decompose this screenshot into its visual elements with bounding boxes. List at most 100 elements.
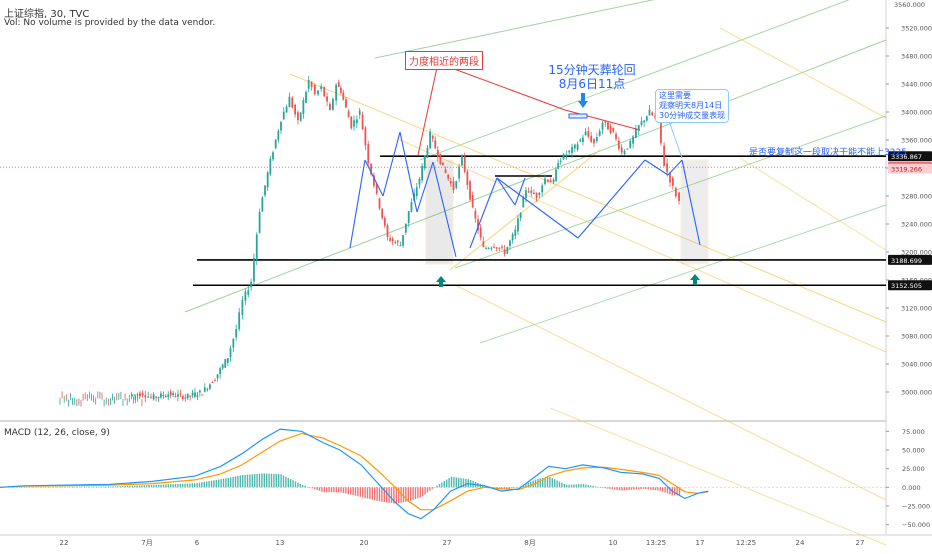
macd-histogram-bar (201, 482, 203, 488)
macd-histogram-bar (59, 486, 61, 488)
macd-histogram-bar (66, 486, 69, 488)
candle-body (612, 127, 615, 132)
macd-histogram-bar (450, 476, 453, 488)
macd-histogram-bar (563, 483, 565, 488)
macd-histogram-bar (326, 487, 328, 493)
macd-histogram-bar (436, 485, 438, 488)
macd-histogram-bar (28, 486, 30, 488)
observe-annotation: 这里需要 观察明天8月14日 30分钟成交量表现 (655, 89, 730, 123)
candle-body (179, 393, 182, 395)
candle-body (157, 396, 160, 398)
macd-histogram-bar (244, 474, 246, 488)
candle-body (587, 131, 590, 137)
macd-histogram-bar (352, 487, 354, 496)
time-axis-label: 27 (443, 539, 452, 547)
price-axis-label: 3400.000 (901, 109, 932, 117)
time-axis-label: 10 (609, 539, 618, 547)
macd-histogram-bar (316, 487, 318, 491)
candle-body (389, 238, 392, 241)
macd-histogram-bar (599, 487, 601, 488)
candle-body (584, 131, 587, 135)
candle-body (615, 134, 617, 139)
candle-body (399, 245, 402, 247)
macd-histogram-bar (530, 481, 532, 488)
time-axis-label: 20 (360, 539, 369, 547)
macd-histogram-bar (371, 487, 373, 500)
macd-histogram-bar (270, 473, 273, 488)
price-label-tag (888, 163, 932, 174)
candle-body (181, 395, 184, 400)
macd-histogram-bar (376, 487, 378, 501)
candle-body (530, 190, 533, 193)
channel-line (454, 284, 887, 501)
macd-histogram-bar (405, 487, 407, 502)
candle-body (198, 390, 201, 393)
macd-histogram-bar (669, 487, 671, 495)
macd-histogram-bar (662, 487, 664, 492)
candle-body (442, 162, 444, 166)
candle-body (490, 247, 493, 249)
candle-body (458, 166, 461, 179)
candle-body (517, 218, 519, 232)
candle-body (527, 191, 530, 193)
candle-body (386, 225, 389, 238)
macd-histogram-bar (38, 486, 40, 488)
macd-histogram-bar (657, 487, 659, 491)
macd-histogram-bar (340, 487, 342, 493)
macd-histogram-bar (556, 480, 558, 488)
price-axis-label: 3280.000 (901, 193, 932, 201)
wave-line (349, 159, 366, 249)
macd-histogram-bar (52, 486, 54, 488)
macd-histogram-bar (508, 487, 510, 489)
time-axis-label: 24 (796, 539, 805, 547)
macd-histogram-bar (131, 485, 133, 488)
candle-body (201, 394, 204, 396)
macd-histogram-bar (167, 484, 169, 488)
macd-histogram-bar (602, 487, 604, 488)
question-annotation: 是否要复制这一段取决于能不能上3325 (749, 145, 907, 158)
macd-histogram-bar (81, 486, 83, 488)
macd-histogram-bar (458, 477, 460, 488)
macd-histogram-bar (638, 487, 640, 490)
macd-histogram-bar (318, 487, 321, 491)
candle-body (501, 246, 503, 248)
macd-histogram-bar (578, 484, 580, 488)
up-arrow-icon (690, 274, 700, 285)
candle-body (565, 154, 568, 157)
macd-histogram-bar (374, 487, 376, 501)
macd-histogram-bar (635, 487, 637, 490)
candle-body (663, 145, 666, 166)
observe-line-3: 30分钟成交量表现 (659, 111, 726, 120)
candle-body (224, 359, 227, 368)
candle-body (307, 79, 310, 89)
annotation-pointer (668, 120, 683, 159)
macd-histogram-bar (590, 485, 592, 488)
time-axis-label: 13:25 (646, 539, 666, 547)
macd-histogram-bar (86, 486, 88, 488)
macd-histogram-bar (554, 479, 556, 488)
candle-body (335, 84, 338, 101)
annotation-pointer (417, 62, 439, 156)
macd-histogram-bar (460, 478, 462, 488)
macd-histogram-bar (107, 486, 109, 488)
macd-histogram-bar (333, 487, 335, 493)
macd-histogram-bar (256, 473, 258, 488)
candle-body (607, 122, 609, 130)
candle-body (261, 197, 264, 212)
macd-histogram-bar (194, 483, 196, 488)
macd-histogram-bar (321, 487, 323, 492)
macd-histogram-bar (280, 474, 282, 488)
macd-histogram-bar (357, 487, 359, 497)
annotation-pointer (564, 109, 641, 131)
candle-body (487, 248, 490, 250)
volume-note: Vol: No volume is provided by the data v… (4, 18, 216, 28)
candle-body (506, 246, 509, 254)
candle-body (568, 150, 571, 153)
macd-histogram-bar (659, 487, 661, 491)
time-axis-label: 17 (696, 539, 705, 547)
macd-histogram-bar (74, 486, 76, 488)
candle-body (299, 112, 302, 121)
macd-histogram-bar (323, 487, 325, 493)
strength-annotation-box: 力度相近的两段 (405, 51, 483, 70)
